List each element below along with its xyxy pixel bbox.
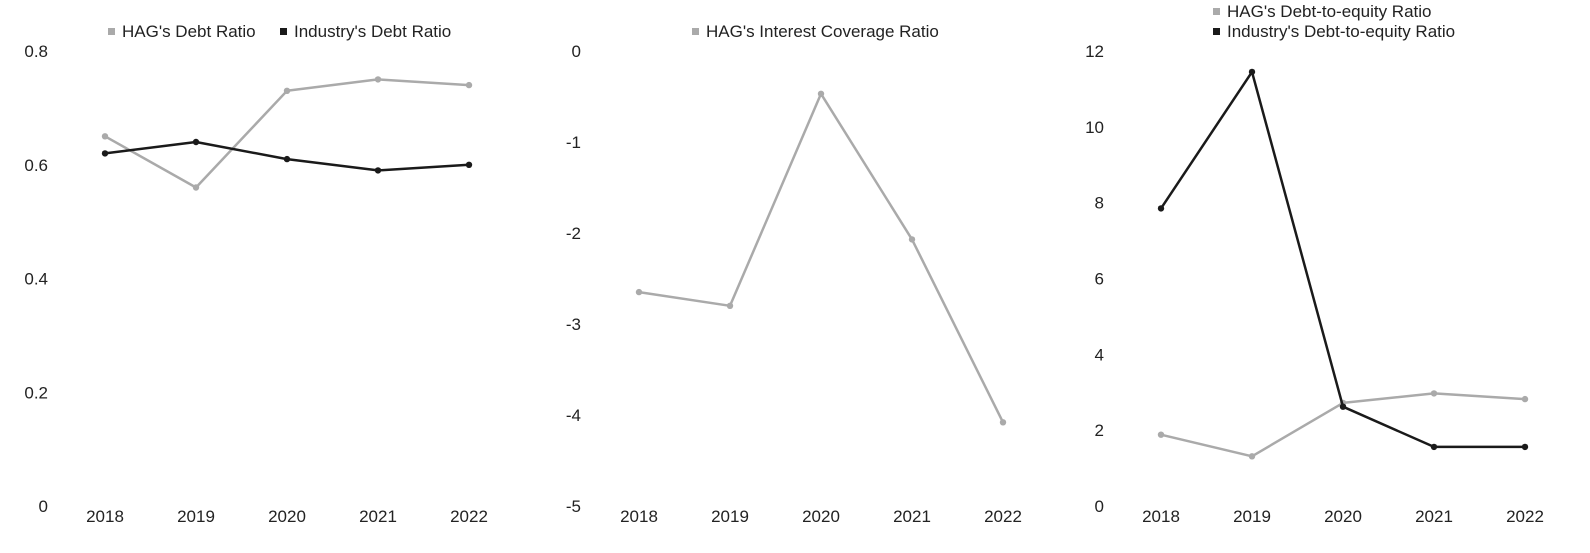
data-point (374, 76, 382, 83)
data-point (1157, 431, 1165, 438)
legend-label: Industry's Debt Ratio (294, 22, 451, 41)
series-line-2 (1159, 70, 1525, 449)
data-point (465, 81, 473, 89)
x-tick-label: 2022 (450, 507, 488, 526)
legend-label: HAG's Debt-to-equity Ratio (1227, 2, 1432, 21)
data-point (817, 90, 825, 98)
data-point (1157, 205, 1165, 212)
x-tick-label: 2019 (1233, 507, 1271, 526)
data-point (1430, 390, 1438, 397)
x-tick-label: 2019 (177, 507, 215, 526)
legend-swatch (1213, 28, 1220, 35)
data-point (1339, 403, 1347, 410)
y-tick-label: -2 (566, 224, 581, 243)
x-tick-label: 2020 (802, 507, 840, 526)
chart-panel-2: -5 -4 -3 -2 -1 0 2018 2019 2020 2021 2022 HAG's Int… (566, 22, 1022, 526)
data-point (1248, 453, 1256, 460)
y-tick-label: 0 (572, 42, 581, 61)
y-tick-label: 10 (1085, 118, 1104, 137)
x-tick-label: 2020 (1324, 507, 1362, 526)
series-line-1 (104, 78, 470, 189)
y-tick-label: 0.2 (24, 383, 48, 402)
y-tick-label: 8 (1095, 194, 1104, 213)
legend-swatch (108, 28, 115, 35)
y-tick-label: -4 (566, 406, 581, 425)
x-tick-label: 2018 (1142, 507, 1180, 526)
x-tick-label: 2021 (893, 507, 931, 526)
legend-swatch (692, 28, 699, 35)
data-point (1248, 68, 1256, 76)
legend-swatch (1213, 8, 1220, 15)
data-point (192, 184, 200, 191)
data-point (192, 138, 200, 146)
y-tick-label: -5 (566, 497, 581, 516)
x-tick-label: 2022 (1506, 507, 1544, 526)
chart-panel-1: 0 0.2 0.4 0.6 0.8 2018 2019 2020 2021 2022 HAG's D… (24, 22, 488, 526)
data-point (908, 236, 916, 243)
data-point (635, 288, 643, 296)
chart-panel-3: 0 2 4 6 8 10 12 2018 2019 2020 2021 2022 HAG's Debt-… (1085, 2, 1544, 526)
y-tick-label: 0 (1095, 497, 1104, 516)
y-tick-label: 12 (1085, 42, 1104, 61)
series-line-1 (638, 92, 1005, 423)
data-point (465, 161, 473, 168)
legend-swatch (280, 28, 287, 35)
data-point (726, 302, 734, 309)
legend-label: HAG's Interest Coverage Ratio (706, 22, 939, 41)
y-tick-label: 4 (1095, 345, 1104, 364)
y-tick-label: 0 (39, 497, 48, 516)
data-point (1521, 395, 1529, 403)
x-tick-label: 2021 (1415, 507, 1453, 526)
data-point (999, 419, 1007, 426)
y-tick-label: -3 (566, 315, 581, 334)
y-tick-label: 6 (1095, 270, 1104, 289)
y-tick-label: 2 (1095, 421, 1104, 440)
x-tick-label: 2022 (984, 507, 1022, 526)
x-tick-label: 2018 (86, 507, 124, 526)
legend-label: Industry's Debt-to-equity Ratio (1227, 22, 1455, 41)
y-tick-label: -1 (566, 133, 581, 152)
y-tick-label: 0.6 (24, 156, 48, 175)
legend-label: HAG's Debt Ratio (122, 22, 256, 41)
x-tick-label: 2020 (268, 507, 306, 526)
data-point (283, 87, 291, 95)
data-point (374, 167, 382, 174)
data-point (101, 133, 109, 140)
data-point (1521, 443, 1529, 451)
x-tick-label: 2021 (359, 507, 397, 526)
x-tick-label: 2018 (620, 507, 658, 526)
y-tick-label: 0.8 (24, 42, 48, 61)
data-point (1430, 443, 1438, 451)
data-point (283, 155, 291, 163)
x-tick-label: 2019 (711, 507, 749, 526)
y-tick-label: 0.4 (24, 270, 48, 289)
data-point (101, 150, 109, 157)
